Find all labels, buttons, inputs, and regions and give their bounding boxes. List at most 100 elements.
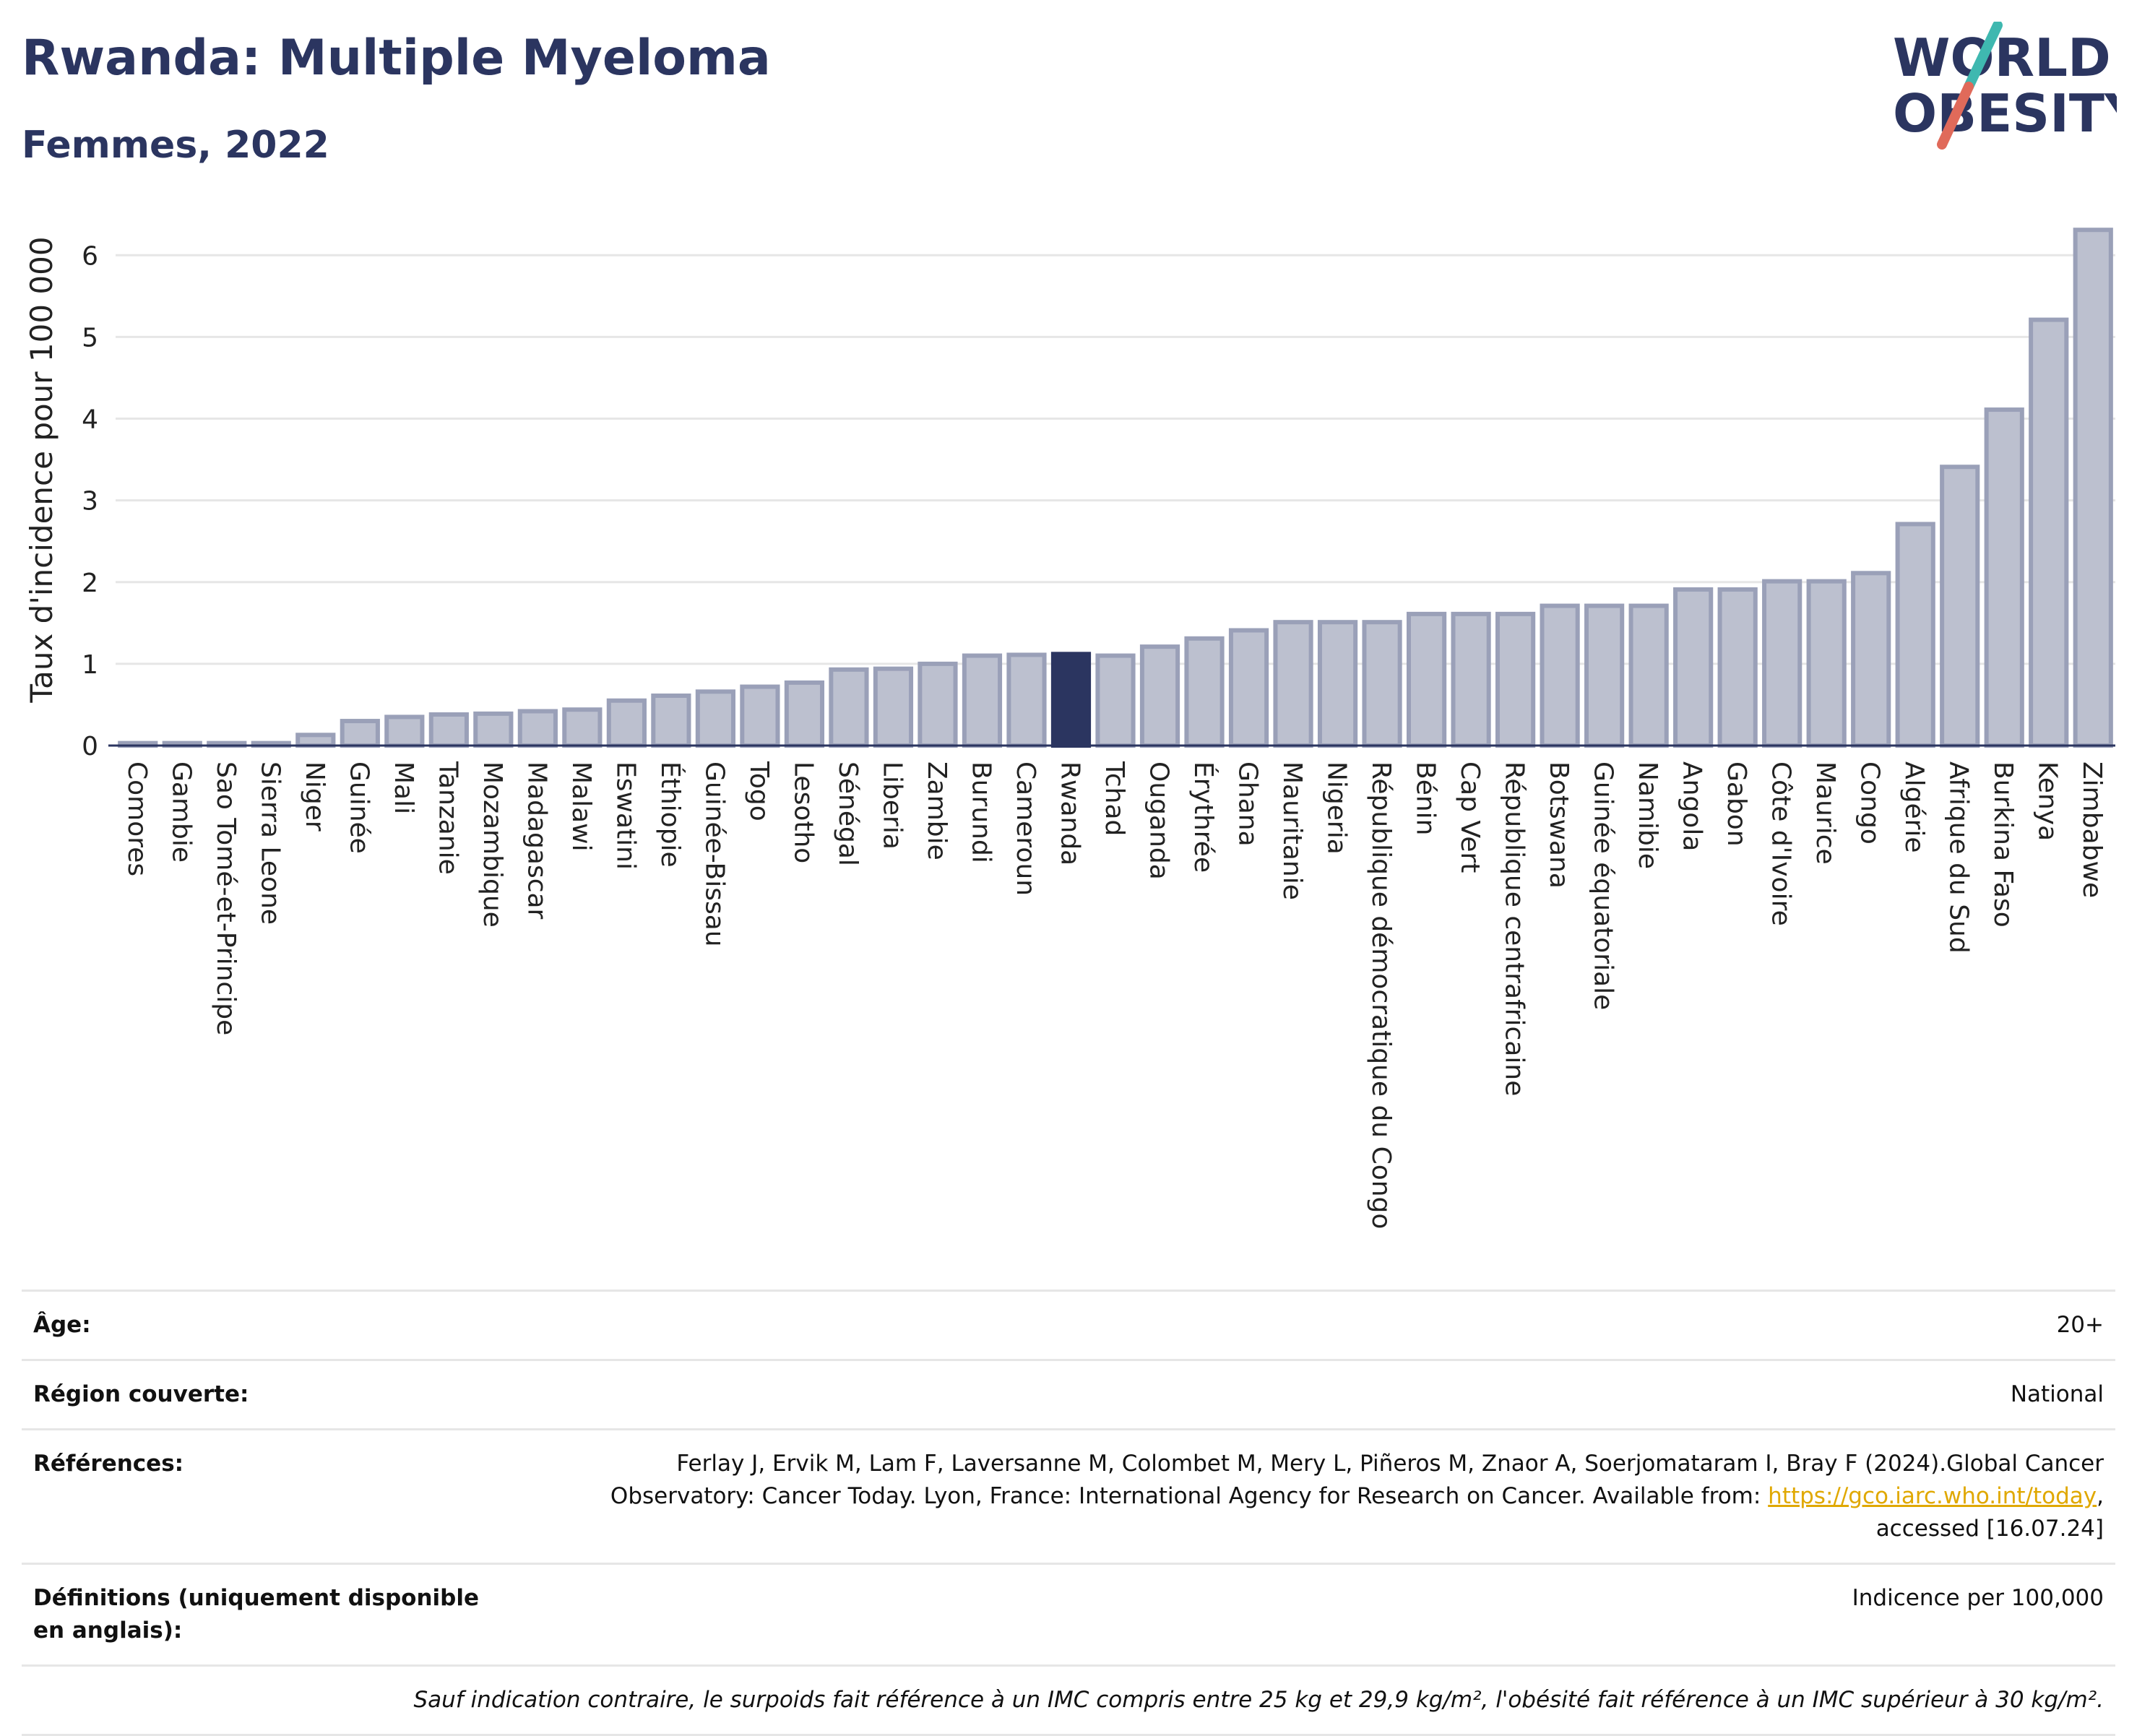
bar <box>1984 407 2024 748</box>
bar <box>1228 628 1269 748</box>
info-row-definitions: Définitions (uniquement disponible en an… <box>22 1562 2115 1666</box>
bar <box>517 709 558 748</box>
category-label: République centrafricaine <box>1500 761 1529 1096</box>
category-label: Burkina Faso <box>1988 761 2018 928</box>
category-label: Érythrée <box>1188 761 1219 873</box>
bar <box>606 698 647 748</box>
bar <box>384 714 425 748</box>
category-label: Lesotho <box>788 761 818 863</box>
y-axis-label: Taux d'incidence pour 100 000 <box>24 236 59 703</box>
category-label: Malawi <box>566 761 596 852</box>
category-label: Tanzanie <box>433 761 462 875</box>
bar <box>651 693 691 748</box>
bar <box>1628 603 1669 748</box>
bar-highlighted <box>1050 652 1092 748</box>
bar <box>340 719 380 748</box>
info-table: Âge: 20+ Région couverte: National Référ… <box>22 1290 2115 1736</box>
y-tick-label: 2 <box>82 569 98 598</box>
logo-line1: WORLD <box>1893 27 2111 88</box>
y-tick-label: 6 <box>82 241 98 271</box>
bar-chart: Comores Gambie Sao Tomé-et-Principe Sierra … <box>24 228 2115 1229</box>
bar <box>428 712 469 748</box>
category-label: Botswana <box>1544 761 1573 889</box>
region-label: Région couverte: <box>22 1358 522 1430</box>
category-label: Namibie <box>1633 761 1662 869</box>
bar <box>1851 571 1891 748</box>
bar <box>1362 620 1402 748</box>
category-label: Zambie <box>922 761 951 860</box>
logo-line2: OBESITY <box>1893 83 2117 144</box>
y-tick-label: 5 <box>82 323 98 353</box>
bar <box>1406 611 1447 748</box>
world-obesity-logo: WORLD OBESITY <box>1893 22 2117 150</box>
category-label: Kenya <box>2033 761 2063 841</box>
category-label: Mauritanie <box>1277 761 1307 900</box>
y-tick-label: 4 <box>82 405 98 435</box>
bar <box>1451 611 1491 748</box>
category-label: Gabon <box>1722 761 1751 847</box>
category-label: Ghana <box>1233 761 1263 847</box>
bar <box>695 689 736 748</box>
y-tick-label: 0 <box>82 732 98 761</box>
bar <box>295 733 336 748</box>
references-label: Références: <box>22 1428 522 1564</box>
category-label: Maurice <box>1810 761 1840 865</box>
bar <box>2029 317 2069 748</box>
definitions-value: Indicence per 100,000 <box>522 1562 2115 1666</box>
bar <box>2073 228 2113 748</box>
category-label: Cap Vert <box>1455 761 1485 873</box>
bar <box>873 666 914 748</box>
bar <box>1495 611 1536 748</box>
category-label: Madagascar <box>522 761 551 920</box>
references-link[interactable]: https://gco.iarc.who.int/today <box>1768 1482 2097 1509</box>
category-label: Afrique du Sud <box>1944 761 1974 954</box>
bar <box>740 684 780 748</box>
bar <box>1273 620 1313 748</box>
category-label: Algérie <box>1899 761 1929 853</box>
info-row-footnote: Sauf indication contraire, le surpoids f… <box>22 1664 2115 1736</box>
bar <box>784 680 825 748</box>
bar <box>1940 465 1980 748</box>
category-label: Guinée-Bissau <box>699 761 729 947</box>
category-label: Eswatini <box>610 761 640 870</box>
bar <box>1673 587 1714 748</box>
bar <box>829 667 869 748</box>
category-label: Congo <box>1855 761 1885 845</box>
bar <box>1806 579 1847 748</box>
category-label: Mozambique <box>478 761 507 928</box>
category-label: Bénin <box>1411 761 1441 835</box>
bar <box>1584 603 1625 748</box>
bar <box>1895 522 1935 748</box>
bar <box>962 653 1003 748</box>
logo-slash-coral <box>1937 82 1974 150</box>
references-value: Ferlay J, Ervik M, Lam F, Laversanne M, … <box>522 1428 2115 1564</box>
category-label: Cameroun <box>1011 761 1040 896</box>
age-value: 20+ <box>522 1290 2115 1360</box>
chart-subtitle: Femmes, 2022 <box>22 124 329 167</box>
category-label: Guinée <box>344 761 374 854</box>
definitions-label: Définitions (uniquement disponible en an… <box>22 1562 522 1666</box>
bar <box>473 711 514 748</box>
bar <box>1317 620 1358 748</box>
category-label: Burundi <box>966 761 996 863</box>
age-label: Âge: <box>22 1290 522 1360</box>
category-label: Côte d'Ivoire <box>1766 761 1796 926</box>
category-label: Nigeria <box>1322 761 1352 855</box>
category-label: Mali <box>389 761 418 814</box>
category-label: Niger <box>300 761 329 832</box>
bar <box>1184 636 1225 748</box>
footnote: Sauf indication contraire, le surpoids f… <box>22 1664 2115 1736</box>
category-label: Sao Tomé-et-Principe <box>211 761 241 1035</box>
category-label: Gambie <box>166 761 196 863</box>
info-row-references: Références: Ferlay J, Ervik M, Lam F, La… <box>22 1428 2115 1564</box>
category-label: Sierra Leone <box>255 761 285 925</box>
y-tick-label: 1 <box>82 650 98 680</box>
info-row-region: Région couverte: National <box>22 1358 2115 1430</box>
bars <box>108 228 2115 748</box>
category-label: Rwanda <box>1055 761 1084 865</box>
info-row-age: Âge: 20+ <box>22 1290 2115 1360</box>
bar <box>562 707 603 748</box>
category-label: Ouganda <box>1144 761 1174 880</box>
bar <box>1762 579 1803 748</box>
category-label: Guinée équatoriale <box>1589 761 1618 1010</box>
